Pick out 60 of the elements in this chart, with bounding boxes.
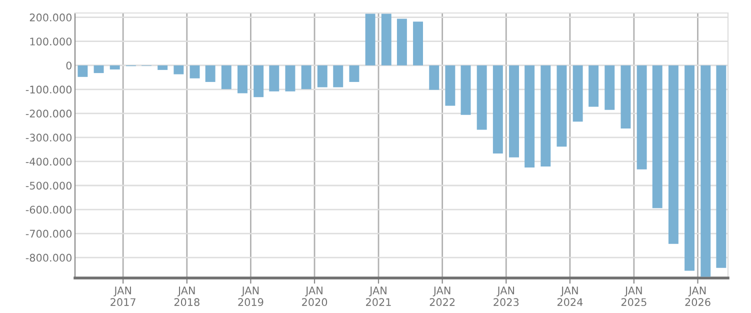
bar xyxy=(221,65,232,90)
bar xyxy=(636,65,647,170)
x-tick-label: JAN 2021 xyxy=(366,286,391,306)
bar xyxy=(158,65,168,70)
bar xyxy=(716,65,726,268)
bar xyxy=(429,65,440,90)
y-tick-label: -400.000 xyxy=(26,158,72,166)
bar xyxy=(588,65,599,107)
bar xyxy=(652,65,662,208)
bar xyxy=(205,65,216,82)
bar xyxy=(540,65,551,167)
bar xyxy=(476,65,487,130)
bar xyxy=(190,65,200,78)
bar xyxy=(556,65,567,147)
y-tick-label: 200.000 xyxy=(30,14,72,22)
bar xyxy=(317,65,328,88)
bar xyxy=(524,65,535,168)
x-tick-label: JAN 2019 xyxy=(238,286,264,306)
x-tick-label: JAN 2023 xyxy=(494,286,519,306)
bar xyxy=(572,65,583,122)
x-tick-label: JAN 2017 xyxy=(110,286,136,306)
y-tick-label: -500.000 xyxy=(26,182,72,190)
y-tick-label: -200.000 xyxy=(26,110,72,118)
bar xyxy=(333,65,344,88)
bar xyxy=(110,65,120,70)
x-tick-label: JAN 2024 xyxy=(557,286,583,306)
bar xyxy=(349,65,360,82)
bar xyxy=(700,65,711,277)
y-tick-label: -600.000 xyxy=(26,206,72,214)
x-tick-label: JAN 2022 xyxy=(430,286,455,306)
y-tick-label: -800.000 xyxy=(26,254,72,262)
bar xyxy=(413,22,424,66)
bar xyxy=(620,65,631,129)
bar xyxy=(445,65,456,106)
bar xyxy=(285,65,296,92)
x-tick-label: JAN 2020 xyxy=(302,286,328,306)
bar xyxy=(78,65,88,77)
bar xyxy=(492,65,503,154)
bar xyxy=(381,14,392,66)
bar xyxy=(238,65,248,94)
x-tick-label: JAN 2018 xyxy=(174,286,200,306)
bar xyxy=(254,65,264,98)
x-tick-label: JAN 2026 xyxy=(685,286,710,306)
bar xyxy=(365,14,376,66)
bar xyxy=(396,18,407,66)
bar xyxy=(269,65,280,92)
y-tick-label: -100.000 xyxy=(26,86,72,94)
y-tick-label: -300.000 xyxy=(26,134,72,142)
bar xyxy=(94,65,104,74)
y-tick-label: 100.000 xyxy=(30,38,72,46)
bar xyxy=(604,65,615,110)
y-tick-label: -700.000 xyxy=(26,230,72,238)
bar xyxy=(668,65,678,244)
bar xyxy=(684,65,695,271)
y-tick-label: 0 xyxy=(66,62,72,70)
bar xyxy=(301,65,312,90)
bar xyxy=(509,65,519,158)
bar xyxy=(460,65,471,115)
bar xyxy=(174,65,184,74)
x-tick-label: JAN 2025 xyxy=(621,286,646,306)
